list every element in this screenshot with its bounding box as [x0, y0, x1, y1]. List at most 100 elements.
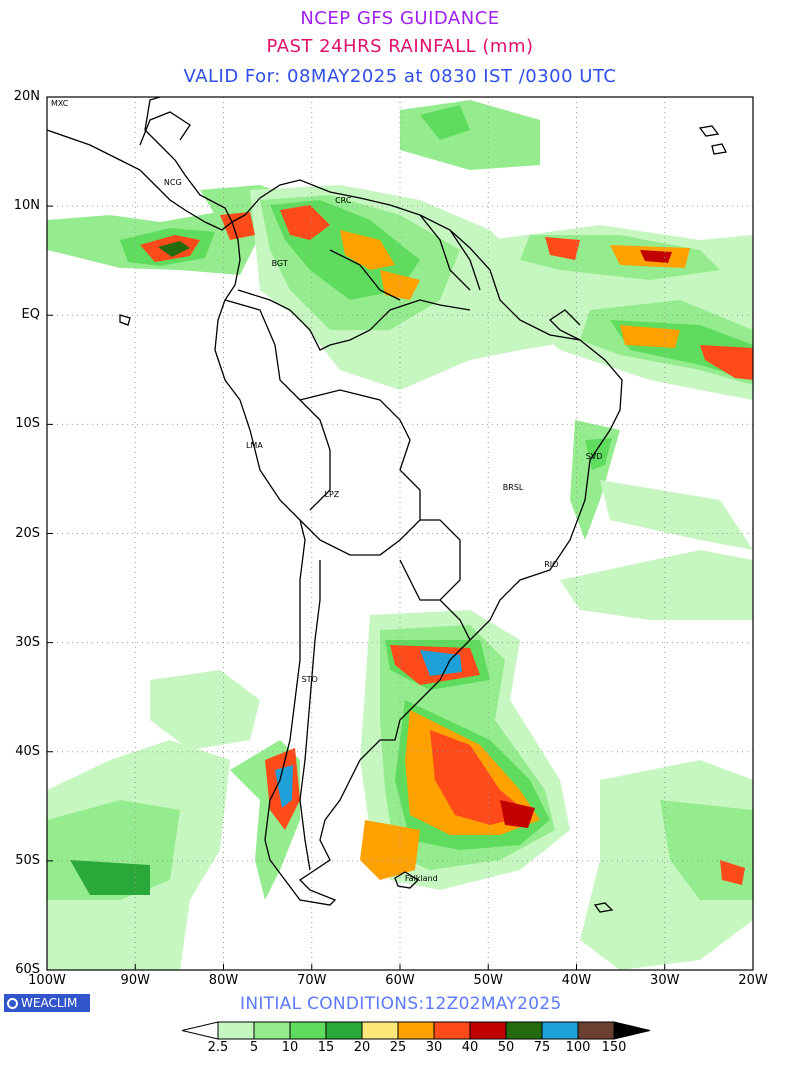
rain-area — [220, 212, 255, 240]
rain-area — [585, 438, 612, 470]
lat-label: 50S — [15, 852, 40, 868]
colorbar-segment — [433, 1021, 471, 1040]
colorbar-segment — [217, 1021, 255, 1040]
coastline-south-america — [214, 179, 623, 906]
colorbar-lower-arrow — [181, 1021, 219, 1040]
colorbar-segment — [325, 1021, 363, 1040]
colorbar-segment — [469, 1021, 507, 1040]
weaclim-logo: WEACLIM — [4, 994, 90, 1012]
rain-area — [570, 420, 620, 540]
country-borders — [399, 519, 461, 601]
lat-label: 20N — [13, 89, 40, 104]
rain-area — [420, 650, 462, 676]
lat-label: EQ — [21, 307, 40, 323]
colorbar-label: 150 — [601, 1040, 627, 1055]
lon-label: 80W — [208, 973, 239, 988]
rain-area — [280, 205, 330, 240]
rain-area — [700, 345, 753, 380]
lon-label: 90W — [120, 973, 150, 988]
city-label: NCG — [163, 178, 182, 188]
island — [548, 309, 581, 341]
colorbar-label: 20 — [353, 1040, 371, 1055]
lon-label: 60W — [385, 973, 415, 988]
country-borders — [299, 560, 321, 871]
colorbar-label: 75 — [533, 1040, 551, 1055]
title-model: NCEP GFS GUIDANCE — [300, 8, 500, 29]
island-caribbean — [711, 143, 727, 155]
city-label: RIO — [544, 560, 559, 570]
rain-area — [275, 765, 293, 808]
colorbar-label: 50 — [497, 1040, 515, 1055]
rain-area — [70, 860, 150, 895]
rain-area — [340, 230, 395, 270]
lon-label: 40W — [561, 973, 592, 988]
colorbar-segment — [505, 1021, 543, 1040]
country-borders — [439, 599, 471, 641]
island-falkland — [394, 871, 420, 889]
coastlines — [47, 97, 727, 913]
colorbar — [181, 1021, 651, 1040]
country-borders — [224, 299, 331, 451]
colorbar-segment — [361, 1021, 399, 1040]
rain-area — [500, 800, 535, 828]
city-label: MXC — [50, 98, 69, 108]
city-label: BGT — [271, 258, 288, 268]
colorbar-label: 30 — [425, 1040, 443, 1055]
initial-conditions: INITIAL CONDITIONS:12Z02MAY2025 — [240, 994, 562, 1014]
rain-area — [545, 237, 580, 260]
colorbar-segment — [541, 1021, 579, 1040]
title-variable: PAST 24HRS RAINFALL (mm) — [266, 36, 534, 57]
colorbar-segment — [577, 1021, 615, 1040]
country-borders — [419, 214, 471, 291]
colorbar-upper-arrow — [613, 1021, 651, 1040]
rain-area — [380, 270, 420, 300]
colorbar-label: 15 — [317, 1040, 335, 1055]
lon-label: 30W — [650, 973, 680, 988]
axis-ticks — [46, 96, 754, 971]
lat-label: 10N — [13, 198, 40, 214]
lon-label: 20W — [738, 973, 768, 988]
island-galapagos — [119, 314, 131, 326]
city-label: STO — [301, 674, 318, 684]
city-label: LPZ — [324, 490, 340, 500]
lat-label: 60S — [15, 962, 40, 977]
rain-area — [640, 250, 672, 263]
rain-field — [47, 100, 753, 970]
rain-area — [720, 860, 745, 885]
colorbar-label: 10 — [281, 1040, 299, 1055]
colorbar-label: 25 — [389, 1040, 407, 1055]
lat-label: 30S — [15, 634, 40, 650]
coastline-central-america — [47, 97, 233, 231]
rain-area — [400, 100, 540, 170]
lat-label: 40S — [15, 743, 40, 759]
city-label: BRSL — [502, 482, 524, 492]
lat-lon-grid — [47, 97, 753, 970]
colorbar-label: 5 — [249, 1040, 259, 1055]
logo-text: WEACLIM — [21, 996, 78, 1010]
lon-label: 50W — [473, 973, 503, 988]
lon-label: 70W — [297, 973, 327, 988]
logo-circle-icon — [7, 998, 18, 1009]
colorbar-segment — [397, 1021, 435, 1040]
colorbar-label: 40 — [461, 1040, 479, 1055]
country-borders — [237, 289, 471, 351]
rain-area — [158, 241, 190, 257]
city-label: Falkland — [404, 874, 438, 884]
rain-area — [560, 550, 753, 620]
country-borders — [309, 450, 331, 511]
island-south-georgia — [593, 902, 614, 913]
rain-area — [420, 105, 470, 140]
country-borders — [299, 389, 421, 556]
colorbar-segment — [253, 1021, 291, 1040]
city-label: SVD — [585, 452, 603, 462]
coastline-yucatan — [139, 111, 191, 146]
colorbar-segment — [289, 1021, 327, 1040]
island-caribbean — [698, 125, 720, 137]
title-valid-time: VALID For: 08MAY2025 at 0830 IST /0300 U… — [183, 66, 617, 87]
rain-area — [600, 480, 753, 550]
lat-label: 20S — [15, 525, 40, 541]
city-label: CRC — [335, 195, 352, 205]
city-label: LMA — [245, 441, 263, 451]
country-borders — [329, 249, 401, 301]
